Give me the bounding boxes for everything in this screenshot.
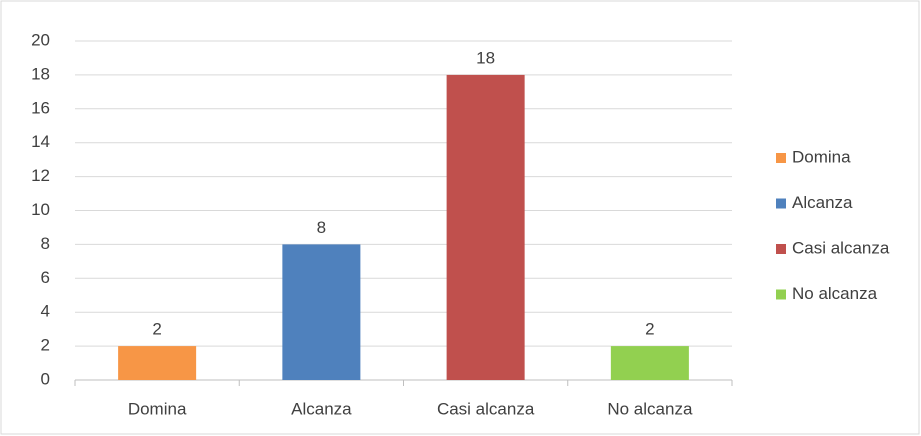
data-label: 18	[476, 48, 495, 67]
y-tick-label: 8	[41, 234, 50, 253]
legend-label: Domina	[792, 147, 851, 166]
data-label: 2	[152, 320, 161, 339]
legend-label: No alcanza	[792, 284, 878, 303]
y-tick-label: 2	[41, 336, 50, 355]
legend-label: Casi alcanza	[792, 238, 890, 257]
x-tick-label: No alcanza	[607, 399, 693, 418]
y-tick-label: 12	[31, 166, 50, 185]
data-label: 8	[317, 218, 326, 237]
bar	[118, 346, 197, 380]
y-tick-label: 6	[41, 268, 50, 287]
data-label: 2	[645, 320, 654, 339]
y-tick-label: 4	[41, 302, 50, 321]
legend-swatch	[776, 198, 786, 209]
x-tick-label: Domina	[128, 399, 187, 418]
legend-swatch	[776, 289, 786, 300]
y-tick-label: 0	[41, 369, 50, 388]
y-tick-label: 16	[31, 98, 50, 117]
legend-label: Alcanza	[792, 193, 853, 212]
bar	[446, 74, 525, 381]
bar	[610, 346, 689, 380]
legend-swatch	[776, 244, 786, 254]
bar	[282, 244, 361, 380]
y-tick-label: 20	[31, 30, 50, 49]
y-tick-label: 18	[31, 64, 50, 83]
x-tick-label: Alcanza	[291, 399, 352, 418]
legend-swatch	[776, 153, 786, 163]
y-tick-label: 10	[31, 200, 50, 219]
y-tick-label: 14	[31, 132, 50, 151]
x-tick-label: Casi alcanza	[437, 399, 535, 418]
